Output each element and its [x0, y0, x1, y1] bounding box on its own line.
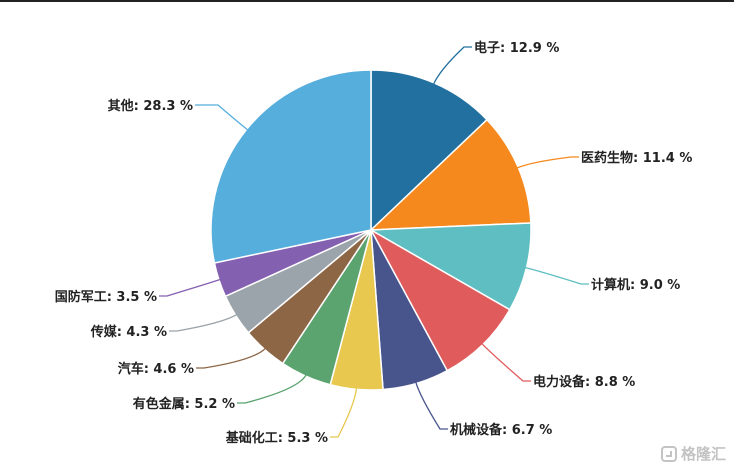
- pie-leader-line: [195, 104, 249, 131]
- pie-leader-line: [480, 342, 531, 382]
- pie-slice-label: 医药生物: 11.4 %: [581, 150, 692, 166]
- pie-leader-lines: [159, 46, 589, 438]
- pie-slice: [210, 69, 372, 264]
- pie-slice-label: 国防军工: 3.5 %: [55, 289, 157, 305]
- pie-slice-label: 计算机: 9.0 %: [591, 277, 680, 293]
- pie-slice-label: 电力设备: 8.8 %: [533, 374, 635, 390]
- pie-leader-line: [414, 381, 448, 430]
- pie-slice-label: 传媒: 4.3 %: [90, 324, 167, 340]
- watermark-logo-icon: [660, 445, 677, 462]
- pie-slice-label: 机械设备: 6.7 %: [450, 422, 552, 438]
- pie-leader-line: [169, 313, 238, 332]
- pie-slice-label: 有色金属: 5.2 %: [133, 396, 235, 412]
- top-border: [0, 0, 734, 2]
- pie-slice-label: 汽车: 4.6 %: [118, 361, 194, 377]
- pie-slices: [210, 69, 532, 391]
- pie-slice-label: 基础化工: 5.3 %: [225, 430, 328, 446]
- watermark: 格隆汇: [660, 443, 726, 464]
- pie-leader-line: [524, 266, 589, 285]
- pie-leader-line: [516, 156, 579, 169]
- pie-labels: 电子: 12.9 % 医药生物: 11.4 % 计算机: 9.0 % 电力设备: 8.…: [55, 40, 693, 446]
- pie-leader-line: [432, 46, 472, 86]
- pie-leader-line: [237, 373, 307, 404]
- watermark-text: 格隆汇: [680, 445, 726, 463]
- pie-slice-label: 电子: 12.9 %: [474, 40, 559, 56]
- pie-leader-line: [330, 387, 358, 438]
- pie-leader-line: [196, 347, 267, 369]
- pie-slice-label: 其他: 28.3 %: [108, 98, 193, 114]
- pie-leader-line: [159, 278, 222, 297]
